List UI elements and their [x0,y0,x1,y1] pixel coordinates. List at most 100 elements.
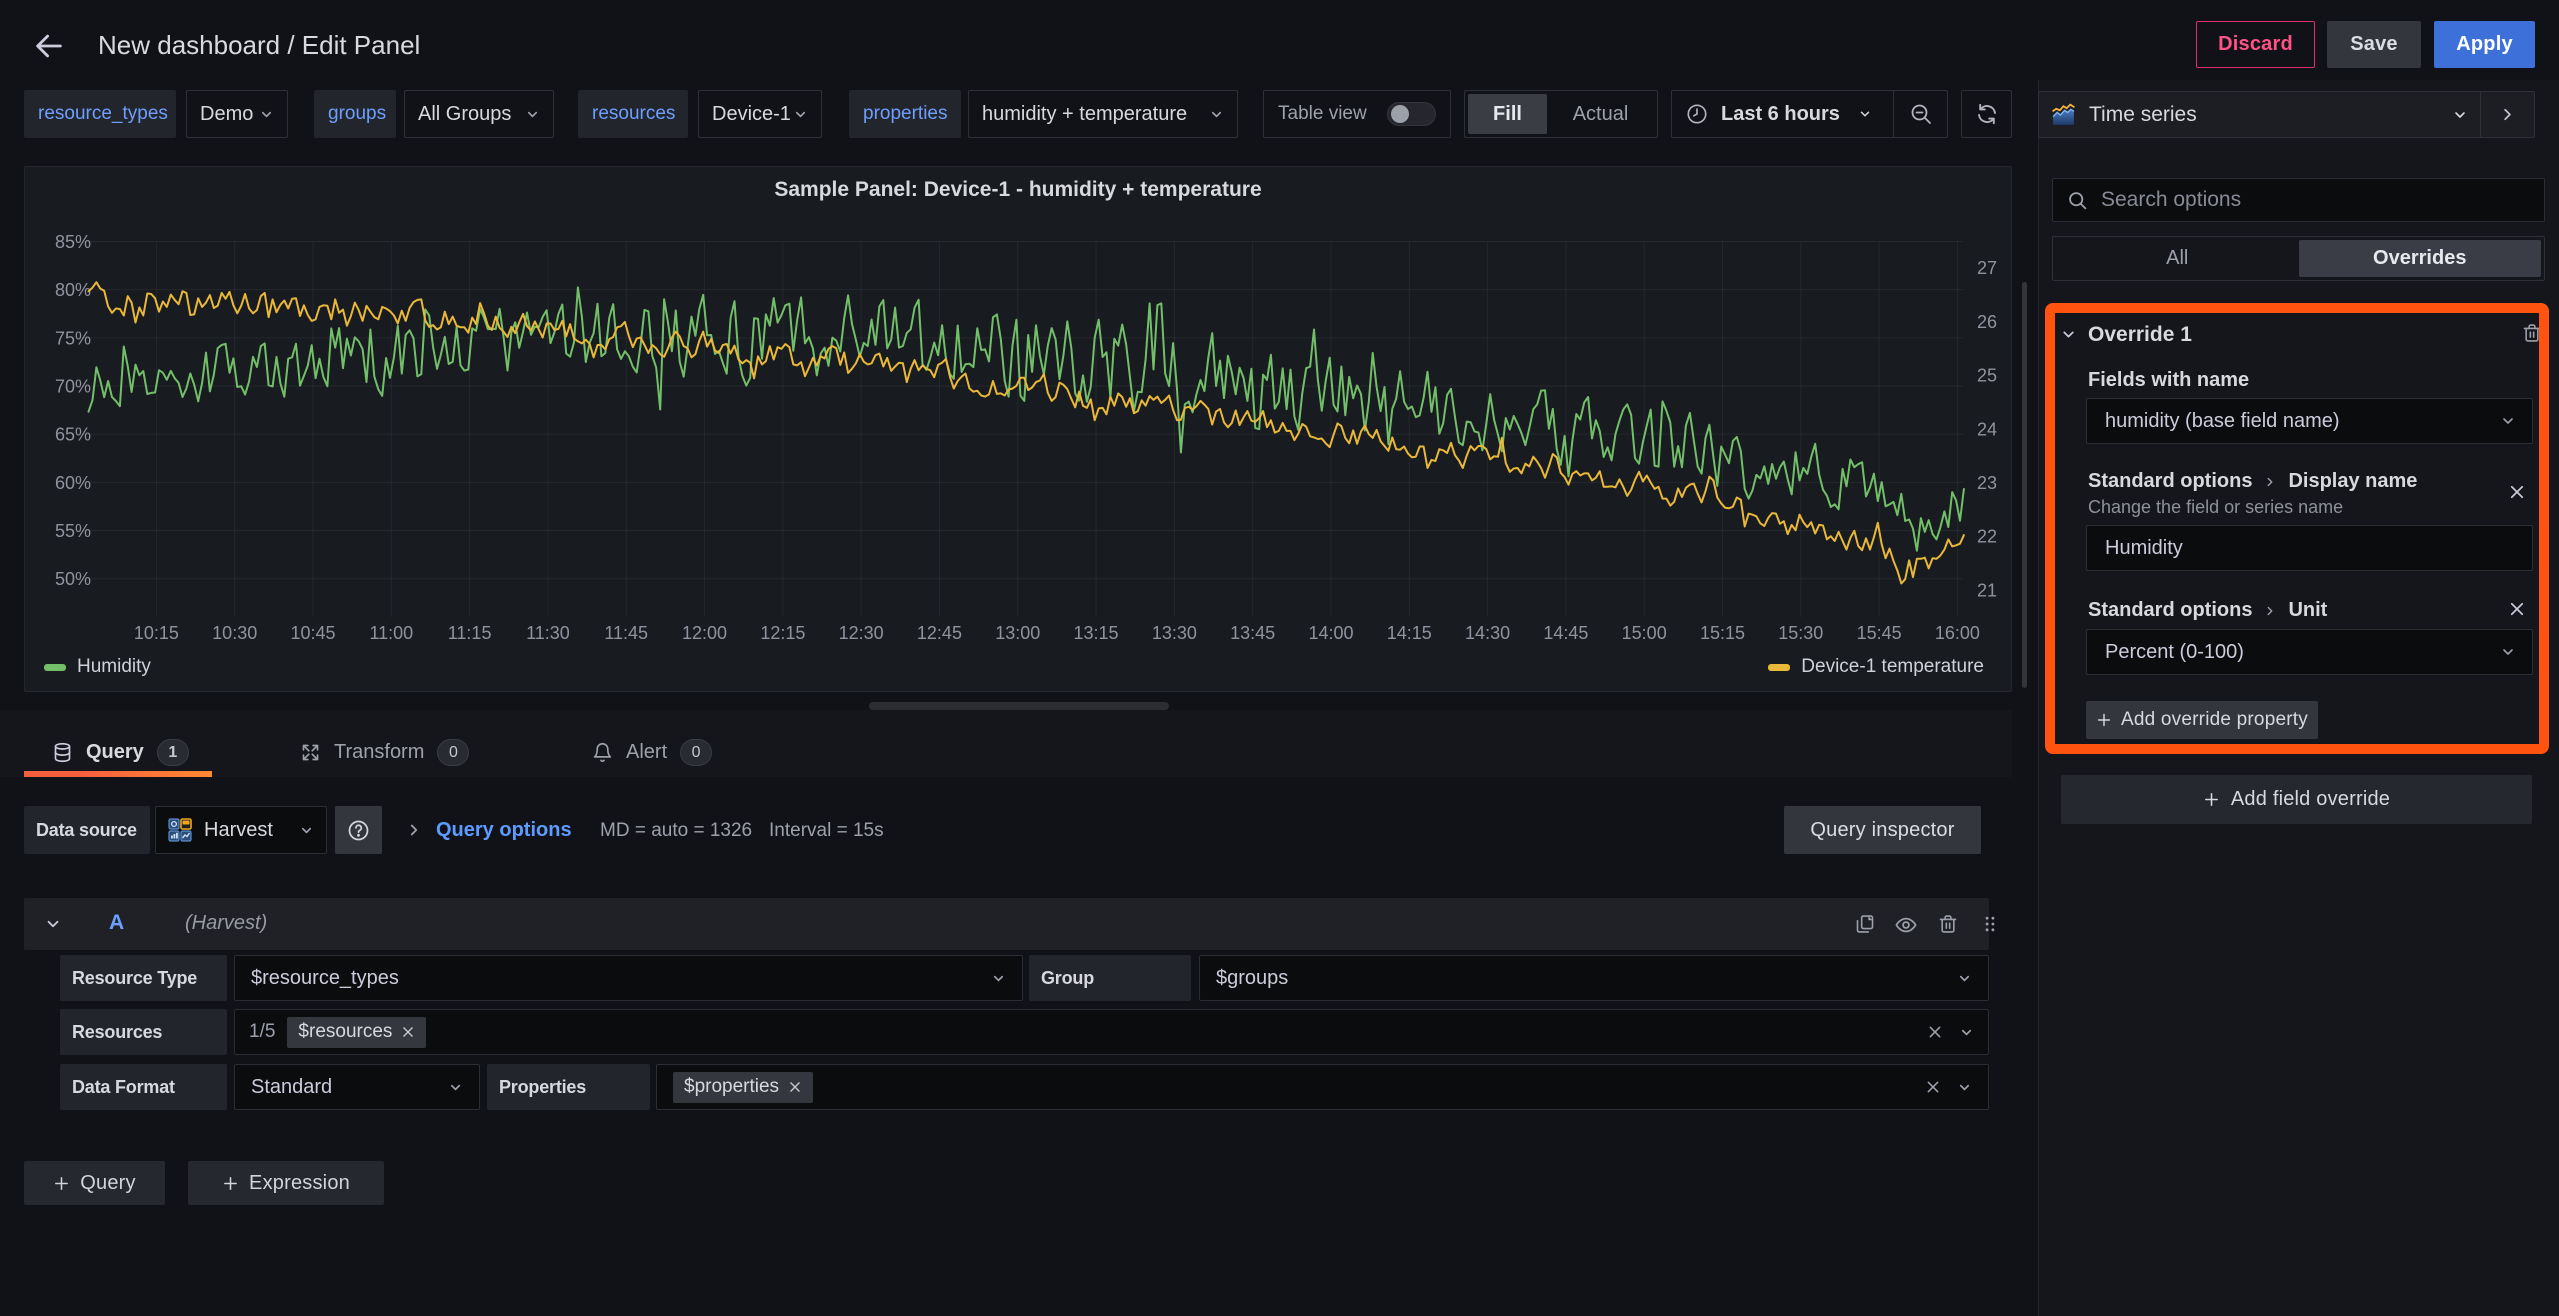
chevron-down-icon [2503,418,2513,424]
search-options-box[interactable]: Search options [2052,178,2545,222]
svg-text:55%: 55% [55,521,91,541]
add-expression-button[interactable]: Expression [188,1161,384,1205]
viz-picker-button[interactable]: Time series [2039,92,2480,137]
trash-icon[interactable] [2522,323,2542,343]
datasource-picker[interactable]: Harvest [155,806,327,854]
plus-icon [2097,713,2111,727]
query-inspector-button[interactable]: Query inspector [1784,806,1981,854]
tag-label: $resources [298,1021,393,1042]
save-button[interactable]: Save [2327,21,2421,68]
add-field-override-button[interactable]: Add field override [2061,775,2532,824]
collapse-options-button[interactable] [2481,92,2534,137]
zoom-out-button[interactable] [1894,91,1947,137]
time-range-picker[interactable]: Last 6 hours [1672,91,1893,137]
filter-overrides[interactable]: Overrides [2298,240,2541,277]
variable-picker-properties[interactable]: humidity + temperature [968,90,1238,138]
variable-picker-groups[interactable]: All Groups [404,90,554,138]
variable-picker-resource-types[interactable]: Demo [186,90,288,138]
tab-alert[interactable]: Alert 0 [592,739,713,766]
svg-text:80%: 80% [55,280,91,300]
back-button[interactable] [28,25,70,67]
data-format-select[interactable]: Standard [234,1064,480,1110]
remove-tag-icon[interactable] [788,1080,802,1094]
datasource-label: Data source [24,806,150,854]
trash-icon[interactable] [1938,914,1958,934]
scrollbar-thumb[interactable] [2022,282,2027,688]
datasource-help-button[interactable] [335,806,382,854]
table-view-label: Table view [1278,103,1367,124]
matcher-select[interactable]: humidity (base field name) [2086,398,2533,444]
svg-text:22: 22 [1977,527,1997,547]
chevron-right-icon[interactable] [405,821,423,839]
remove-tag-icon[interactable] [401,1025,415,1039]
svg-text:15:30: 15:30 [1778,623,1823,643]
refresh-button[interactable] [1961,90,2012,138]
search-placeholder: Search options [2101,188,2242,211]
resource-type-select[interactable]: $resource_types [234,955,1023,1001]
drag-handle-icon[interactable] [1980,914,2000,934]
chevron-down-icon[interactable] [2060,326,2077,343]
pane-splitter-handle[interactable] [869,702,1169,710]
chart-panel: Sample Panel: Device-1 - humidity + temp… [24,166,2012,692]
chevron-down-icon[interactable] [1957,1080,1972,1095]
variable-label-resource-types: resource_types [24,90,176,138]
svg-text:85%: 85% [55,232,91,252]
svg-text:14:45: 14:45 [1543,623,1588,643]
add-override-property-button[interactable]: Add override property [2086,701,2318,739]
page-title: New dashboard / Edit Panel [98,30,421,60]
svg-text:11:15: 11:15 [448,623,492,643]
query-row-header[interactable]: A (Harvest) [24,898,1995,950]
interval-text: Interval = 15s [769,820,884,841]
fill-option[interactable]: Fill [1468,94,1547,134]
legend-item-temperature[interactable]: Device-1 temperature [1768,656,1984,678]
clear-icon[interactable] [1927,1024,1943,1040]
group-select[interactable]: $groups [1199,955,1989,1001]
prop-category: Standard options [2088,599,2253,621]
editor-tabs-bar: Query 1 Transform 0 Alert 0 [0,710,2012,777]
query-options-link[interactable]: Query options [436,819,572,841]
svg-text:50%: 50% [55,569,91,589]
variable-picker-resources[interactable]: Device-1 [698,90,822,138]
tab-query[interactable]: Query 1 [52,739,189,766]
button-label: Expression [249,1171,350,1194]
tab-count-badge: 0 [680,739,713,766]
table-view-toggle[interactable] [1387,102,1436,126]
apply-button[interactable]: Apply [2434,21,2535,68]
viz-picker: Time series [2038,91,2535,138]
resources-tag[interactable]: $resources [287,1016,427,1048]
actual-option[interactable]: Actual [1572,102,1629,125]
remove-property-icon[interactable] [2508,600,2526,618]
eye-icon[interactable] [1895,914,1917,936]
properties-multiselect[interactable]: $properties [656,1064,1989,1110]
add-query-button[interactable]: Query [24,1161,165,1205]
legend-item-humidity[interactable]: Humidity [44,656,151,678]
data-format-label: Data Format [60,1064,227,1110]
question-circle-icon [348,820,369,840]
unit-select[interactable]: Percent (0-100) [2086,629,2533,675]
svg-text:65%: 65% [55,425,91,445]
query-ref-id[interactable]: A [109,911,125,934]
svg-text:24: 24 [1977,419,1997,439]
chevron-down-icon[interactable] [44,915,62,933]
datasource-row: Data source Harvest Query options MD = a… [0,806,2012,854]
time-picker-group: Last 6 hours [1671,90,1948,138]
chevron-down-icon [450,1084,461,1090]
tab-transform[interactable]: Transform 0 [300,739,470,766]
clear-icon[interactable] [1925,1079,1941,1095]
chevron-down-icon[interactable] [1959,1025,1974,1040]
filter-all[interactable]: All [2166,247,2189,269]
zoom-out-icon [1911,104,1931,124]
properties-tag[interactable]: $properties [673,1071,814,1103]
duplicate-icon[interactable] [1855,914,1875,934]
chevron-down-icon [795,111,806,117]
variable-label-resources: resources [578,90,688,138]
resources-multiselect[interactable]: 1/5 $resources [234,1009,1989,1055]
svg-text:15:00: 15:00 [1622,623,1667,643]
remove-property-icon[interactable] [2508,483,2526,501]
svg-text:75%: 75% [55,328,91,348]
time-series-chart[interactable]: 85% 80% 75% 70% 65% 60% 55% 50% 27 26 25 24 23 22 21 10… [25,167,2011,691]
discard-button[interactable]: Discard [2196,21,2315,68]
override-title[interactable]: Override 1 [2088,323,2192,346]
legend-label: Device-1 temperature [1801,656,1984,677]
display-name-input[interactable]: Humidity [2086,525,2533,571]
